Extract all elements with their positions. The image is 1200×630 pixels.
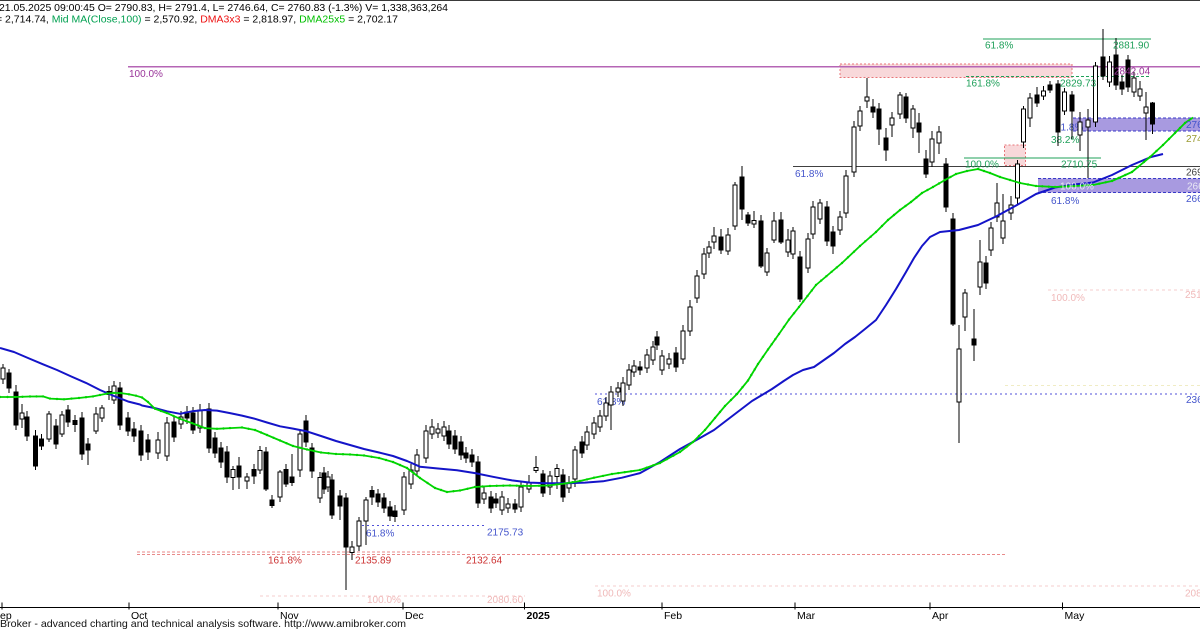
svg-text:2080.60: 2080.60 — [487, 595, 524, 606]
svg-text:2132.64: 2132.64 — [466, 556, 503, 567]
svg-text:2080.60: 2080.60 — [1185, 589, 1200, 600]
svg-text:2746.64: 2746.64 — [1186, 134, 1200, 145]
svg-text:38.2%: 38.2% — [1051, 135, 1079, 146]
svg-text:2829.73: 2829.73 — [1060, 79, 1097, 90]
svg-text:61.8%: 61.8% — [366, 529, 394, 540]
svg-text:Feb: Feb — [664, 610, 682, 622]
svg-text:2881.90: 2881.90 — [1113, 41, 1150, 52]
svg-text:61.8%: 61.8% — [985, 41, 1013, 52]
svg-text:2710.75: 2710.75 — [1061, 160, 1098, 171]
svg-text:2842.04: 2842.04 — [1114, 67, 1151, 78]
svg-text:61.8%: 61.8% — [1051, 196, 1079, 207]
svg-text:2025: 2025 — [527, 610, 551, 622]
svg-text:2135.89: 2135.89 — [355, 556, 392, 567]
svg-text:100.0%: 100.0% — [1051, 293, 1085, 304]
svg-text:Apr: Apr — [932, 610, 949, 622]
svg-text:Nov: Nov — [280, 610, 299, 622]
svg-text:May: May — [1065, 610, 1086, 622]
svg-text:2518.51: 2518.51 — [1185, 290, 1200, 301]
svg-text:2667.09: 2667.09 — [1187, 182, 1200, 193]
svg-text:Mar: Mar — [797, 610, 816, 622]
svg-text:161.8%: 161.8% — [268, 556, 302, 567]
svg-text:ep: ep — [0, 610, 12, 622]
svg-text:100.0%: 100.0% — [597, 589, 631, 600]
svg-text:= 2,714.74, Mid MA(Close,100): = 2,714.74, Mid MA(Close,100) = 2,570.92… — [0, 14, 398, 26]
svg-text:100.0%: 100.0% — [1060, 182, 1094, 193]
svg-text:61.8%: 61.8% — [795, 169, 823, 180]
svg-text:61.8%: 61.8% — [1055, 123, 1083, 134]
svg-text:2660.32: 2660.32 — [1186, 194, 1200, 205]
svg-text:Oct: Oct — [131, 610, 147, 622]
svg-text:21.05.2025 09:00:45 O= 2790.83: 21.05.2025 09:00:45 O= 2790.83, H= 2791.… — [0, 2, 448, 14]
svg-text:Broker - advanced charting and: Broker - advanced charting and technical… — [0, 618, 406, 630]
svg-text:2760.83: 2760.83 — [1186, 120, 1200, 131]
svg-text:2175.73: 2175.73 — [487, 528, 524, 539]
svg-text:2369.29: 2369.29 — [1186, 395, 1200, 406]
svg-text:100.0%: 100.0% — [965, 160, 999, 171]
svg-text:100.0%: 100.0% — [367, 595, 401, 606]
svg-text:Dec: Dec — [405, 610, 424, 622]
svg-text:2696.91: 2696.91 — [1186, 168, 1200, 179]
svg-text:100.0%: 100.0% — [129, 69, 163, 80]
svg-text:161.8%: 161.8% — [966, 79, 1000, 90]
